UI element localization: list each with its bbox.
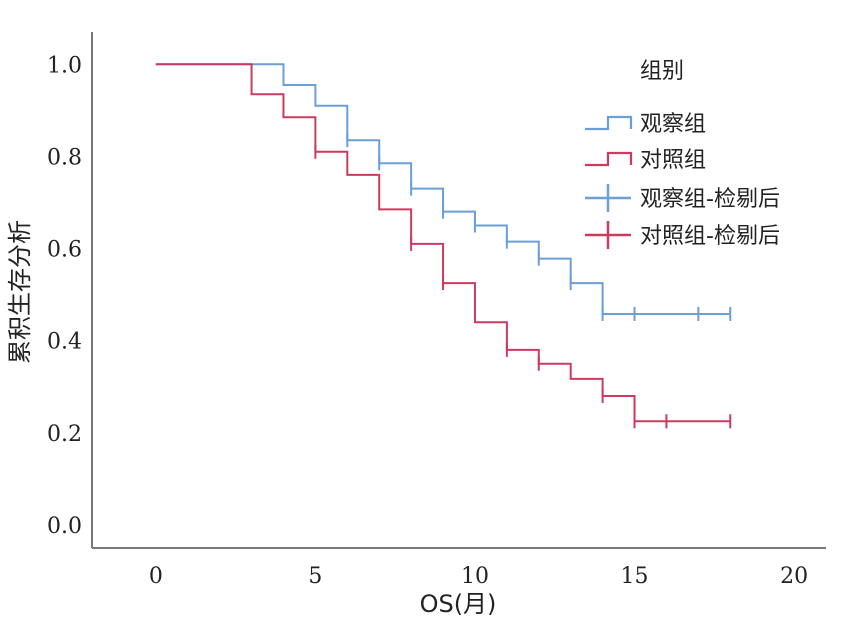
legend: 组别 观察组 对照组 观察组-检剔后 对照组-检剔后 (585, 59, 780, 249)
x-tick-label: 15 (621, 564, 649, 589)
legend-item-control: 对照组 (585, 148, 706, 173)
series-observation (155, 63, 732, 321)
x-tick-label: 5 (308, 564, 322, 589)
legend-label: 观察组 (640, 112, 706, 137)
x-axis-title: OS(月) (420, 590, 497, 618)
y-tick-label: 0.4 (47, 330, 82, 355)
legend-title: 组别 (640, 59, 684, 84)
legend-label: 观察组-检剔后 (640, 187, 780, 212)
y-tick-label: 0.2 (47, 422, 82, 447)
y-tick-label: 0.0 (47, 514, 82, 539)
legend-step-swatch (585, 151, 633, 167)
survival-curve (155, 63, 731, 423)
y-axis-title: 累积生存分析 (6, 220, 34, 364)
legend-label: 对照组-检剔后 (640, 224, 780, 249)
x-tick-label: 20 (780, 564, 808, 589)
legend-step-swatch (585, 115, 633, 131)
legend-item-control-censored: 对照组-检剔后 (585, 221, 780, 249)
y-tick-label: 0.6 (47, 238, 82, 263)
y-tick-label: 1.0 (47, 53, 82, 78)
x-axis-ticks: 0 5 10 15 20 (149, 564, 808, 589)
legend-label: 对照组 (640, 148, 706, 173)
y-tick-label: 0.8 (47, 145, 82, 170)
legend-item-observation-censored: 观察组-检剔后 (585, 184, 780, 212)
x-tick-label: 10 (461, 564, 489, 589)
legend-item-observation: 观察组 (585, 112, 706, 137)
series-control (155, 63, 732, 429)
x-tick-label: 0 (149, 564, 163, 589)
survival-curve (155, 63, 731, 315)
y-axis-ticks: 0.0 0.2 0.4 0.6 0.8 1.0 (47, 53, 82, 539)
series-layer (155, 63, 732, 429)
